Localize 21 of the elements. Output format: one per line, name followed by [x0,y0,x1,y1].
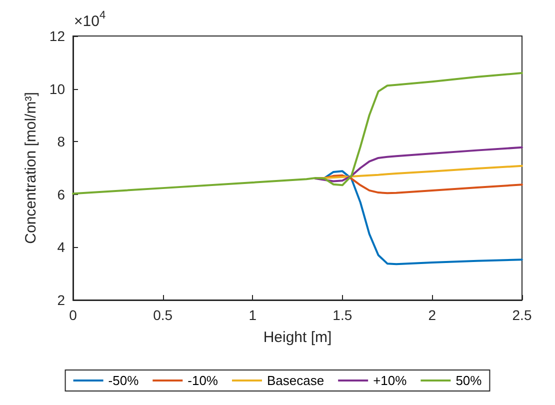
x-tick-label: 1.5 [332,307,352,323]
legend-label: 50% [456,373,482,388]
y-tick-label: 4 [57,239,66,256]
y-tick-label: 10 [49,80,66,97]
legend-label: +10% [373,373,408,388]
x-tick-label: 2 [428,307,436,323]
x-tick-label: 1 [248,307,257,323]
line-series [72,72,523,195]
y-tick-label: 2 [57,292,66,308]
y-tick-label: 12 [49,28,66,44]
x-tick-label: 0 [69,307,78,323]
legend-label: Basecase [266,373,324,388]
x-axis-title: Height [m] [263,329,332,346]
x-tick-label: 0.5 [153,307,173,323]
legend-label: -50% [108,373,140,388]
line-series [314,146,523,182]
legend-label: -10% [188,373,218,388]
y-axis-title: Concentration [mol/m³] [22,92,40,244]
y-tick-label: 6 [57,186,66,202]
x-tick-label: 2.5 [512,307,532,323]
y-tick-label: 8 [57,134,66,150]
